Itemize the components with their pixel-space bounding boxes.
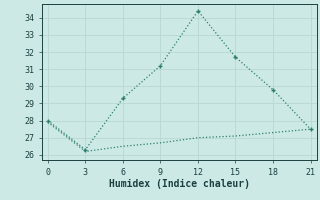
X-axis label: Humidex (Indice chaleur): Humidex (Indice chaleur) xyxy=(109,179,250,189)
